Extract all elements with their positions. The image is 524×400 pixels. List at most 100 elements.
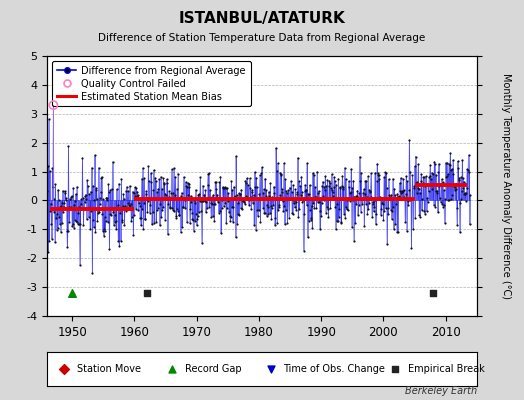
Point [264,211,272,217]
Point [282,207,290,214]
Point [310,172,318,178]
Point [132,206,140,212]
Point [117,176,126,182]
Point [429,170,438,177]
Point [220,184,228,191]
Point [316,195,325,202]
Point [355,190,363,196]
Point [286,195,294,202]
Point [247,189,256,195]
Point [347,224,356,230]
Point [86,188,95,195]
Point [390,226,398,232]
Point [416,213,424,220]
Point [164,201,172,208]
Point [299,197,307,203]
Point [132,185,140,191]
Point [465,221,474,228]
Point [138,165,147,171]
Point [268,205,276,211]
Point [70,224,78,231]
Point [251,184,259,190]
Point [48,236,56,242]
Point [125,182,134,189]
Point [285,214,293,221]
Point [80,198,89,205]
Point [294,178,303,184]
Point [222,220,231,226]
Point [187,199,195,205]
Point [436,195,444,202]
Point [294,214,302,220]
Point [387,207,395,213]
Point [165,188,173,194]
Point [50,196,59,202]
Point [276,192,284,198]
Point [103,196,112,203]
Point [200,196,208,203]
Point [291,186,299,193]
Point [449,171,457,177]
Point [444,197,453,203]
Point [242,193,250,200]
Point [141,215,149,222]
Point [156,201,165,208]
Point [414,186,423,192]
Point [368,199,377,205]
Point [447,166,456,172]
Point [347,166,355,172]
Point [298,189,306,196]
Point [337,219,345,226]
Point [277,171,285,178]
Point [381,169,389,176]
Point [167,196,175,202]
Point [406,196,414,203]
Point [225,209,233,216]
Point [84,214,93,220]
Point [414,161,422,167]
Point [210,218,219,224]
Point [366,188,375,194]
Point [367,170,375,176]
Point [285,184,293,191]
Point [322,209,330,216]
Point [62,197,71,204]
Point [296,195,304,202]
Point [428,186,436,192]
Point [261,193,270,199]
Point [440,202,449,208]
Point [463,184,472,191]
Point [370,204,378,211]
Point [343,196,351,203]
Point [196,174,204,181]
Point [189,228,198,234]
Point [321,187,329,193]
Point [341,176,350,182]
Point [301,186,310,193]
Point [259,205,267,212]
Point [316,226,324,232]
Point [173,186,181,192]
Point [68,290,77,296]
Point [318,200,326,206]
Point [279,208,288,214]
Point [230,204,238,210]
Point [292,191,301,198]
Point [339,184,347,190]
Point [239,198,248,205]
Point [431,160,439,167]
Point [445,197,454,203]
Point [274,207,282,213]
Point [104,218,112,225]
Point [157,174,165,180]
Point [240,196,248,202]
Point [335,214,343,220]
Point [73,219,81,226]
Point [362,178,370,184]
Point [82,216,91,222]
Point [64,143,73,150]
Point [418,196,427,202]
Point [254,196,263,202]
Point [431,203,440,210]
Point [350,194,358,200]
